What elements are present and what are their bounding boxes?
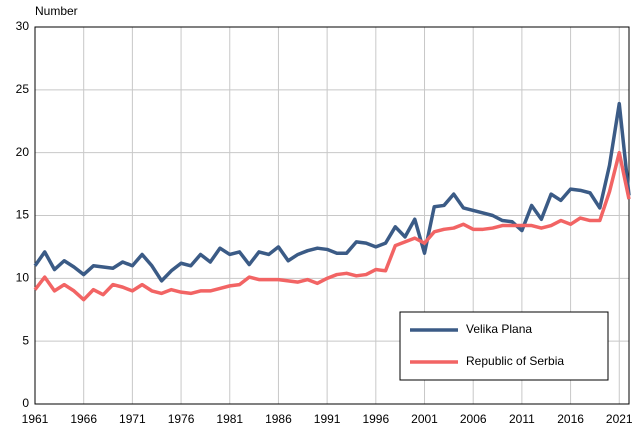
x-tick-label: 2016 (557, 412, 584, 426)
series-line (33, 101, 631, 283)
x-tick-label: 1991 (314, 412, 341, 426)
x-tick-label: 1986 (265, 412, 292, 426)
x-tick-label: 1971 (119, 412, 146, 426)
y-tick-label: 10 (16, 271, 30, 285)
x-tick-label: 2006 (460, 412, 487, 426)
plot-frame (34, 26, 630, 405)
x-tick-label: 1996 (362, 412, 389, 426)
y-tick-label: 20 (16, 145, 30, 159)
x-tick-label: 2001 (411, 412, 438, 426)
x-tick-label: 2011 (509, 412, 535, 426)
x-tick-label: 1961 (22, 412, 49, 426)
legend-label: Velika Plana (466, 322, 532, 336)
x-tick-label: 1966 (70, 412, 97, 426)
y-tick-label: 0 (22, 396, 29, 410)
series-line (33, 150, 631, 302)
legend-box (399, 311, 609, 381)
x-tick-label: 1976 (168, 412, 195, 426)
y-tick-label: 15 (16, 208, 30, 222)
x-tick-label: 2021 (606, 412, 633, 426)
legend-label: Republic of Serbia (466, 354, 564, 368)
y-tick-label: 5 (22, 333, 29, 347)
y-tick-label: 30 (16, 19, 30, 33)
y-axis-label: Number (35, 4, 78, 18)
x-tick-label: 1981 (216, 412, 243, 426)
y-tick-label: 25 (16, 82, 30, 96)
